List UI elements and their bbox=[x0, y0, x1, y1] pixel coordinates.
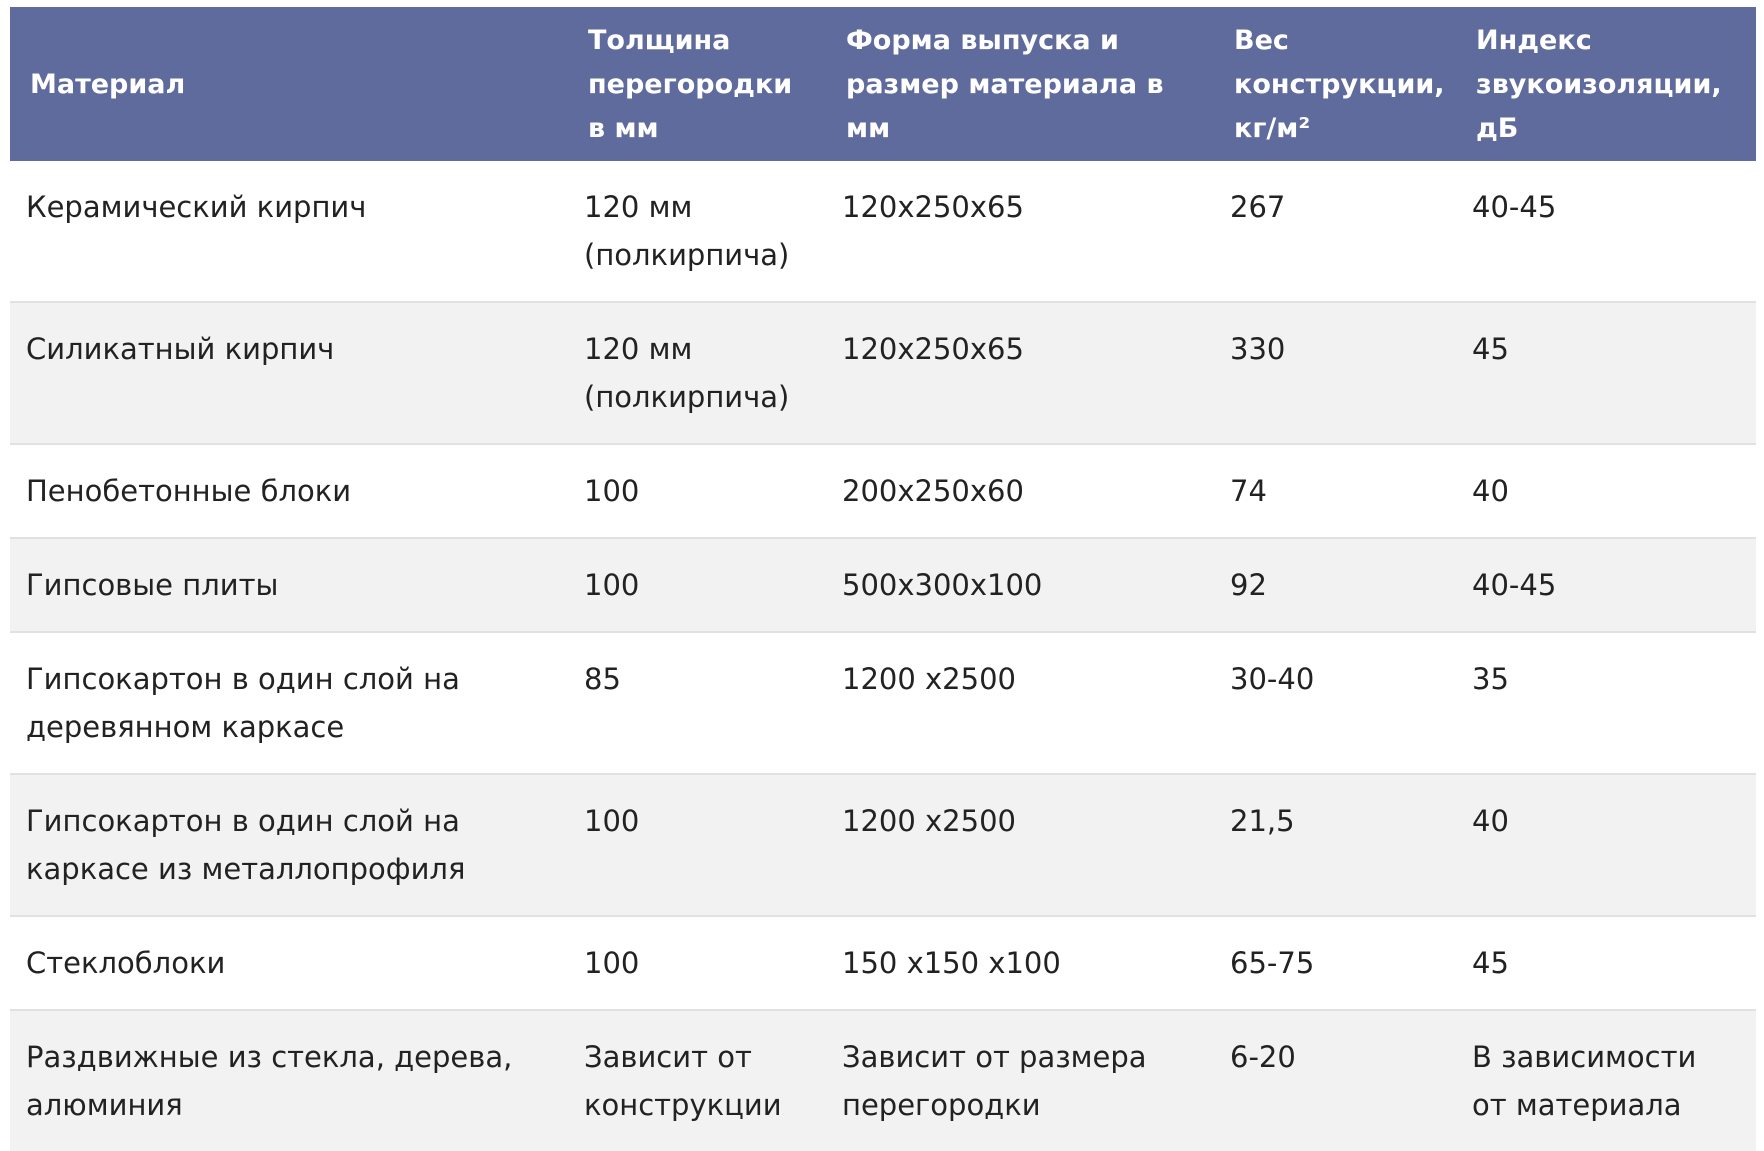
cell-form-size: 120х250х65 bbox=[826, 161, 1214, 303]
cell-thickness: 120 мм (полкирпича) bbox=[568, 302, 826, 445]
cell-material: Пенобетонные блоки bbox=[10, 444, 568, 539]
cell-form-size: 500х300х100 bbox=[826, 538, 1214, 633]
cell-material: Силикатный кирпич bbox=[10, 302, 568, 445]
cell-sound-index: 40 bbox=[1456, 774, 1756, 917]
cell-form-size: 1200 х2500 bbox=[826, 774, 1214, 917]
cell-thickness: 100 bbox=[568, 538, 826, 633]
cell-weight: 92 bbox=[1214, 538, 1456, 633]
table-row: Силикатный кирпич 120 мм (полкирпича) 12… bbox=[10, 302, 1756, 445]
cell-weight: 74 bbox=[1214, 444, 1456, 539]
cell-sound-index: 45 bbox=[1456, 302, 1756, 445]
cell-material: Керамический кирпич bbox=[10, 161, 568, 303]
cell-weight: 30-40 bbox=[1214, 632, 1456, 775]
cell-weight: 267 bbox=[1214, 161, 1456, 303]
cell-thickness: 100 bbox=[568, 444, 826, 539]
table-row: Пенобетонные блоки 100 200х250х60 74 40 bbox=[10, 444, 1756, 539]
cell-form-size: 200х250х60 bbox=[826, 444, 1214, 539]
header-sound-index: Индекс звукоизоляции, дБ bbox=[1476, 25, 1722, 144]
cell-sound-index: 40-45 bbox=[1456, 538, 1756, 633]
cell-material: Гипсовые плиты bbox=[10, 538, 568, 633]
header-row: Материал Толщина перегородки в мм Форма … bbox=[10, 7, 1756, 161]
header-weight: Вес конструкции, кг/м² bbox=[1234, 25, 1445, 144]
cell-thickness: Зависит от конструкции bbox=[584, 1040, 782, 1122]
cell-sound-index: В зависимости от материала bbox=[1472, 1040, 1697, 1122]
cell-sound-index: 45 bbox=[1456, 916, 1756, 1011]
cell-thickness: 120 мм (полкирпича) bbox=[568, 161, 826, 303]
table-body: Керамический кирпич 120 мм (полкирпича) … bbox=[10, 161, 1756, 1151]
cell-form-size: 150 х150 х100 bbox=[826, 916, 1214, 1011]
table-row: Раздвижные из стекла, дерева, алюминия З… bbox=[10, 1010, 1756, 1151]
cell-form-size: 120х250х65 bbox=[826, 302, 1214, 445]
cell-form-size: Зависит от размера перегородки bbox=[842, 1040, 1147, 1122]
cell-form-size: 1200 х2500 bbox=[826, 632, 1214, 775]
table-row: Керамический кирпич 120 мм (полкирпича) … bbox=[10, 161, 1756, 303]
header-thickness: Толщина перегородки в мм bbox=[588, 25, 793, 144]
table-row: Гипсокартон в один слой на каркасе из ме… bbox=[10, 774, 1756, 917]
cell-material: Стеклоблоки bbox=[10, 916, 568, 1011]
cell-weight: 330 bbox=[1214, 302, 1456, 445]
table-row: Гипсокартон в один слой на деревянном ка… bbox=[10, 632, 1756, 775]
cell-material: Гипсокартон в один слой на деревянном ка… bbox=[10, 632, 568, 775]
cell-thickness: 85 bbox=[568, 632, 826, 775]
table-row: Стеклоблоки 100 150 х150 х100 65-75 45 bbox=[10, 916, 1756, 1011]
cell-material: Раздвижные из стекла, дерева, алюминия bbox=[26, 1040, 513, 1122]
cell-thickness: 100 bbox=[568, 774, 826, 917]
cell-sound-index: 35 bbox=[1456, 632, 1756, 775]
materials-table: Материал Толщина перегородки в мм Форма … bbox=[10, 7, 1756, 1151]
cell-material: Гипсокартон в один слой на каркасе из ме… bbox=[10, 774, 568, 917]
cell-weight: 65-75 bbox=[1214, 916, 1456, 1011]
cell-sound-index: 40 bbox=[1456, 444, 1756, 539]
header-material: Материал bbox=[30, 69, 186, 100]
cell-weight: 6-20 bbox=[1230, 1040, 1296, 1074]
cell-sound-index: 40-45 bbox=[1456, 161, 1756, 303]
header-form-size: Форма выпуска и размер материала в мм bbox=[846, 25, 1164, 144]
cell-weight: 21,5 bbox=[1214, 774, 1456, 917]
cell-thickness: 100 bbox=[568, 916, 826, 1011]
table-header: Материал Толщина перегородки в мм Форма … bbox=[10, 7, 1756, 161]
table-row: Гипсовые плиты 100 500х300х100 92 40-45 bbox=[10, 538, 1756, 633]
